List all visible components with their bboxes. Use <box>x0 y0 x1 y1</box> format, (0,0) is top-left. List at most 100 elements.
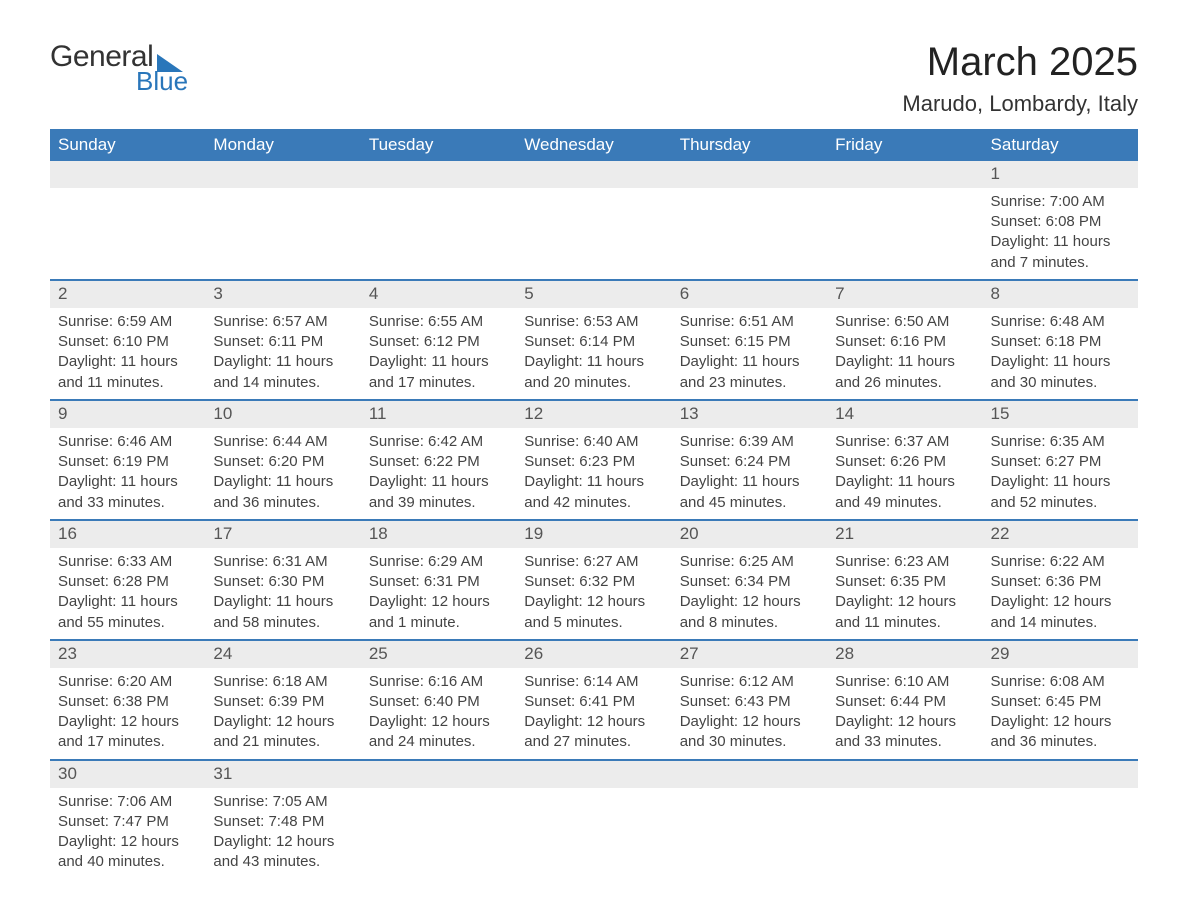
day-number-cell: 22 <box>983 520 1138 548</box>
col-saturday: Saturday <box>983 129 1138 161</box>
daylight-text: Daylight: 12 hours and 43 minutes. <box>213 832 352 873</box>
col-thursday: Thursday <box>672 129 827 161</box>
daylight-text: Daylight: 11 hours and 55 minutes. <box>58 592 197 633</box>
day-number-cell: 10 <box>205 400 360 428</box>
day-detail-cell <box>516 188 671 280</box>
sunrise-text: Sunrise: 6:27 AM <box>524 552 663 572</box>
day-number-cell: 9 <box>50 400 205 428</box>
day-detail-cell <box>672 188 827 280</box>
day-number-row: 3031 <box>50 760 1138 788</box>
sunset-text: Sunset: 6:26 PM <box>835 452 974 472</box>
sunset-text: Sunset: 6:35 PM <box>835 572 974 592</box>
sunrise-text: Sunrise: 6:23 AM <box>835 552 974 572</box>
sunset-text: Sunset: 6:41 PM <box>524 692 663 712</box>
sunset-text: Sunset: 6:44 PM <box>835 692 974 712</box>
day-detail-cell: Sunrise: 6:57 AMSunset: 6:11 PMDaylight:… <box>205 308 360 400</box>
sunrise-text: Sunrise: 6:55 AM <box>369 312 508 332</box>
sunrise-text: Sunrise: 6:57 AM <box>213 312 352 332</box>
day-number-cell: 19 <box>516 520 671 548</box>
day-number-cell: 2 <box>50 280 205 308</box>
daylight-text: Daylight: 11 hours and 33 minutes. <box>58 472 197 513</box>
sunset-text: Sunset: 6:23 PM <box>524 452 663 472</box>
sunrise-text: Sunrise: 6:20 AM <box>58 672 197 692</box>
daylight-text: Daylight: 11 hours and 14 minutes. <box>213 352 352 393</box>
sunrise-text: Sunrise: 6:12 AM <box>680 672 819 692</box>
day-detail-cell: Sunrise: 6:59 AMSunset: 6:10 PMDaylight:… <box>50 308 205 400</box>
day-detail-cell: Sunrise: 7:00 AMSunset: 6:08 PMDaylight:… <box>983 188 1138 280</box>
day-number-cell: 20 <box>672 520 827 548</box>
day-detail-cell: Sunrise: 6:48 AMSunset: 6:18 PMDaylight:… <box>983 308 1138 400</box>
day-number-cell: 30 <box>50 760 205 788</box>
daylight-text: Daylight: 11 hours and 42 minutes. <box>524 472 663 513</box>
sunrise-text: Sunrise: 6:44 AM <box>213 432 352 452</box>
day-detail-row: Sunrise: 7:06 AMSunset: 7:47 PMDaylight:… <box>50 788 1138 879</box>
sunrise-text: Sunrise: 6:14 AM <box>524 672 663 692</box>
day-number-cell: 12 <box>516 400 671 428</box>
sunset-text: Sunset: 7:47 PM <box>58 812 197 832</box>
day-detail-cell: Sunrise: 6:44 AMSunset: 6:20 PMDaylight:… <box>205 428 360 520</box>
day-number-cell: 4 <box>361 280 516 308</box>
day-detail-cell: Sunrise: 6:37 AMSunset: 6:26 PMDaylight:… <box>827 428 982 520</box>
day-number-cell: 13 <box>672 400 827 428</box>
day-detail-cell: Sunrise: 6:39 AMSunset: 6:24 PMDaylight:… <box>672 428 827 520</box>
day-detail-cell: Sunrise: 7:06 AMSunset: 7:47 PMDaylight:… <box>50 788 205 879</box>
daylight-text: Daylight: 12 hours and 36 minutes. <box>991 712 1130 753</box>
sunset-text: Sunset: 6:40 PM <box>369 692 508 712</box>
day-detail-cell <box>827 188 982 280</box>
day-detail-cell: Sunrise: 6:42 AMSunset: 6:22 PMDaylight:… <box>361 428 516 520</box>
sunset-text: Sunset: 6:39 PM <box>213 692 352 712</box>
day-detail-cell: Sunrise: 6:51 AMSunset: 6:15 PMDaylight:… <box>672 308 827 400</box>
day-detail-row: Sunrise: 6:33 AMSunset: 6:28 PMDaylight:… <box>50 548 1138 640</box>
sunrise-text: Sunrise: 6:48 AM <box>991 312 1130 332</box>
sunset-text: Sunset: 6:16 PM <box>835 332 974 352</box>
day-detail-cell: Sunrise: 6:40 AMSunset: 6:23 PMDaylight:… <box>516 428 671 520</box>
sunset-text: Sunset: 6:12 PM <box>369 332 508 352</box>
daylight-text: Daylight: 12 hours and 33 minutes. <box>835 712 974 753</box>
daylight-text: Daylight: 11 hours and 23 minutes. <box>680 352 819 393</box>
day-number-cell: 29 <box>983 640 1138 668</box>
day-number-cell: 3 <box>205 280 360 308</box>
day-detail-cell <box>516 788 671 879</box>
location-subtitle: Marudo, Lombardy, Italy <box>902 91 1138 117</box>
sunset-text: Sunset: 6:45 PM <box>991 692 1130 712</box>
day-number-cell: 14 <box>827 400 982 428</box>
day-number-row: 2345678 <box>50 280 1138 308</box>
logo-word2: Blue <box>136 66 188 97</box>
day-number-cell <box>983 760 1138 788</box>
sunset-text: Sunset: 6:31 PM <box>369 572 508 592</box>
col-sunday: Sunday <box>50 129 205 161</box>
day-detail-cell: Sunrise: 6:22 AMSunset: 6:36 PMDaylight:… <box>983 548 1138 640</box>
sunrise-text: Sunrise: 6:46 AM <box>58 432 197 452</box>
day-detail-cell <box>983 788 1138 879</box>
daylight-text: Daylight: 11 hours and 49 minutes. <box>835 472 974 513</box>
day-number-cell: 24 <box>205 640 360 668</box>
day-detail-cell <box>361 188 516 280</box>
sunrise-text: Sunrise: 6:33 AM <box>58 552 197 572</box>
day-number-row: 16171819202122 <box>50 520 1138 548</box>
day-number-cell: 11 <box>361 400 516 428</box>
month-title: March 2025 <box>902 40 1138 85</box>
sunset-text: Sunset: 6:32 PM <box>524 572 663 592</box>
sunset-text: Sunset: 6:19 PM <box>58 452 197 472</box>
sunrise-text: Sunrise: 6:50 AM <box>835 312 974 332</box>
sunset-text: Sunset: 6:24 PM <box>680 452 819 472</box>
daylight-text: Daylight: 11 hours and 58 minutes. <box>213 592 352 633</box>
sunset-text: Sunset: 6:08 PM <box>991 212 1130 232</box>
sunrise-text: Sunrise: 6:39 AM <box>680 432 819 452</box>
sunrise-text: Sunrise: 6:40 AM <box>524 432 663 452</box>
page-header: General Blue March 2025 Marudo, Lombardy… <box>50 40 1138 117</box>
day-detail-cell: Sunrise: 6:27 AMSunset: 6:32 PMDaylight:… <box>516 548 671 640</box>
logo: General Blue <box>50 40 188 97</box>
daylight-text: Daylight: 12 hours and 30 minutes. <box>680 712 819 753</box>
daylight-text: Daylight: 12 hours and 24 minutes. <box>369 712 508 753</box>
sunrise-text: Sunrise: 6:59 AM <box>58 312 197 332</box>
daylight-text: Daylight: 11 hours and 11 minutes. <box>58 352 197 393</box>
day-detail-cell: Sunrise: 6:53 AMSunset: 6:14 PMDaylight:… <box>516 308 671 400</box>
sunset-text: Sunset: 6:14 PM <box>524 332 663 352</box>
day-detail-cell: Sunrise: 6:33 AMSunset: 6:28 PMDaylight:… <box>50 548 205 640</box>
sunrise-text: Sunrise: 6:16 AM <box>369 672 508 692</box>
sunset-text: Sunset: 6:38 PM <box>58 692 197 712</box>
day-detail-cell <box>672 788 827 879</box>
sunrise-text: Sunrise: 6:25 AM <box>680 552 819 572</box>
day-detail-cell: Sunrise: 6:23 AMSunset: 6:35 PMDaylight:… <box>827 548 982 640</box>
